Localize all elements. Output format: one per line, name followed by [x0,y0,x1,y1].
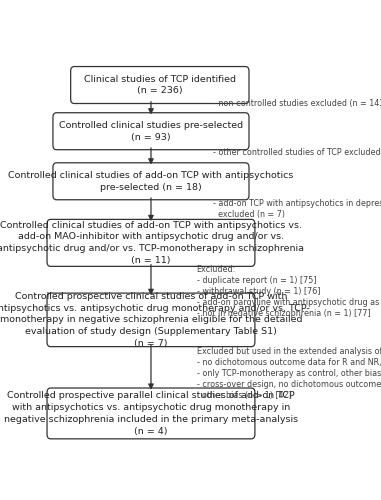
Text: Controlled clinical studies pre-selected
(n = 93): Controlled clinical studies pre-selected… [59,121,243,142]
FancyBboxPatch shape [47,293,255,346]
FancyBboxPatch shape [53,163,249,200]
FancyBboxPatch shape [70,66,249,104]
Text: Controlled prospective clinical studies of add-on TCP with
antipsychotics vs. an: Controlled prospective clinical studies … [0,292,310,348]
FancyBboxPatch shape [47,388,255,439]
Text: Controlled clinical studies of add-on TCP with antipsychotics
pre-selected (n = : Controlled clinical studies of add-on TC… [8,171,294,192]
Text: - non-controlled studies excluded (n = 143): - non-controlled studies excluded (n = 1… [213,100,381,108]
FancyBboxPatch shape [53,112,249,150]
Text: - other controlled studies of TCP excluded (n = 75): - other controlled studies of TCP exclud… [213,148,381,157]
Text: - add-on TCP with antipsychotics in depression and other indications
  excluded : - add-on TCP with antipsychotics in depr… [213,200,381,220]
Text: Excluded but used in the extended analysis of adverse effects:
- no dichotomous : Excluded but used in the extended analys… [197,347,381,400]
Text: Controlled prospective parallel clinical studies of add-on TCP
with antipsychoti: Controlled prospective parallel clinical… [4,391,298,436]
Text: Excluded:
- duplicate report (n = 1) [75]
- withdrawal study (n = 1) [76]
- add-: Excluded: - duplicate report (n = 1) [75… [197,265,381,318]
Text: Controlled clinical studies of add-on TCP with antipsychotics vs.
add-on MAO-inh: Controlled clinical studies of add-on TC… [0,220,304,265]
FancyBboxPatch shape [47,220,255,266]
Text: Clinical studies of TCP identified
(n = 236): Clinical studies of TCP identified (n = … [84,74,236,96]
